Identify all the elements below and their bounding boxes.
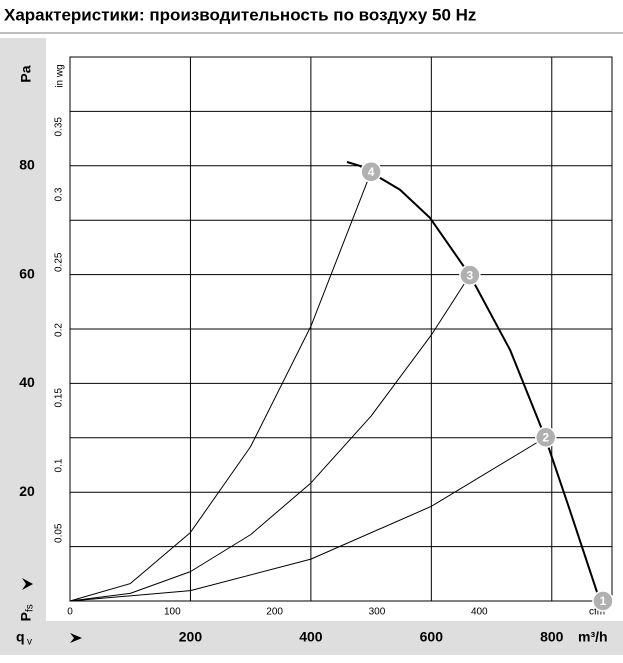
y2-tick-label: 0.1 <box>54 458 65 472</box>
operating-point <box>360 161 382 183</box>
operating-point-label: 2 <box>542 430 549 444</box>
y2-tick-label: 0.15 <box>54 388 65 408</box>
y-tick-label: 40 <box>19 374 35 390</box>
y-arrow <box>22 578 33 590</box>
x2-tick-label: 0 <box>67 607 73 618</box>
operating-point-label: 3 <box>467 268 474 282</box>
x-arrow <box>70 633 82 643</box>
y-label-main: P <box>18 612 34 621</box>
x-tick-label: 200 <box>179 629 203 645</box>
chart-title: Характеристики: производительность по во… <box>4 5 476 24</box>
y2-tick-label: 0.3 <box>54 187 65 201</box>
x-label-sub: v <box>27 637 32 648</box>
left-panel <box>0 38 46 655</box>
x-tick-label: 800 <box>540 629 564 645</box>
y2-tick-label: 0.2 <box>54 323 65 337</box>
operating-point <box>592 590 614 612</box>
operating-point-label: 1 <box>600 594 607 608</box>
y-tick-label: 80 <box>19 157 35 173</box>
x2-tick-label: 300 <box>369 607 386 618</box>
plot-frame <box>69 56 613 602</box>
curve <box>69 436 547 602</box>
operating-point-label: 4 <box>368 165 375 179</box>
y-tick-label: 60 <box>19 265 35 281</box>
y-tick-label: 20 <box>19 483 35 499</box>
curve <box>69 274 471 602</box>
y2-tick-label: 0.05 <box>54 523 65 543</box>
x2-tick-label: 100 <box>164 607 181 618</box>
y-label-sub: fs <box>25 604 36 612</box>
y2-tick-label: 0.25 <box>54 252 65 272</box>
operating-point <box>459 264 481 286</box>
x-label-main: q <box>16 629 25 645</box>
y2-unit: in wg <box>55 64 66 87</box>
bottom-panel <box>0 621 623 655</box>
x2-tick-label: 200 <box>266 607 283 618</box>
y-unit: Pa <box>18 65 34 82</box>
operating-point <box>535 426 557 449</box>
y2-tick-label: 0.35 <box>54 117 65 137</box>
x-tick-label: 400 <box>299 629 323 645</box>
curve <box>69 171 372 602</box>
y-label: P fs <box>18 604 36 621</box>
x-unit: m³/h <box>578 629 608 645</box>
x2-tick-label: 400 <box>471 607 488 618</box>
x2-unit: cfm <box>589 607 605 618</box>
x-tick-label: 600 <box>420 629 444 645</box>
